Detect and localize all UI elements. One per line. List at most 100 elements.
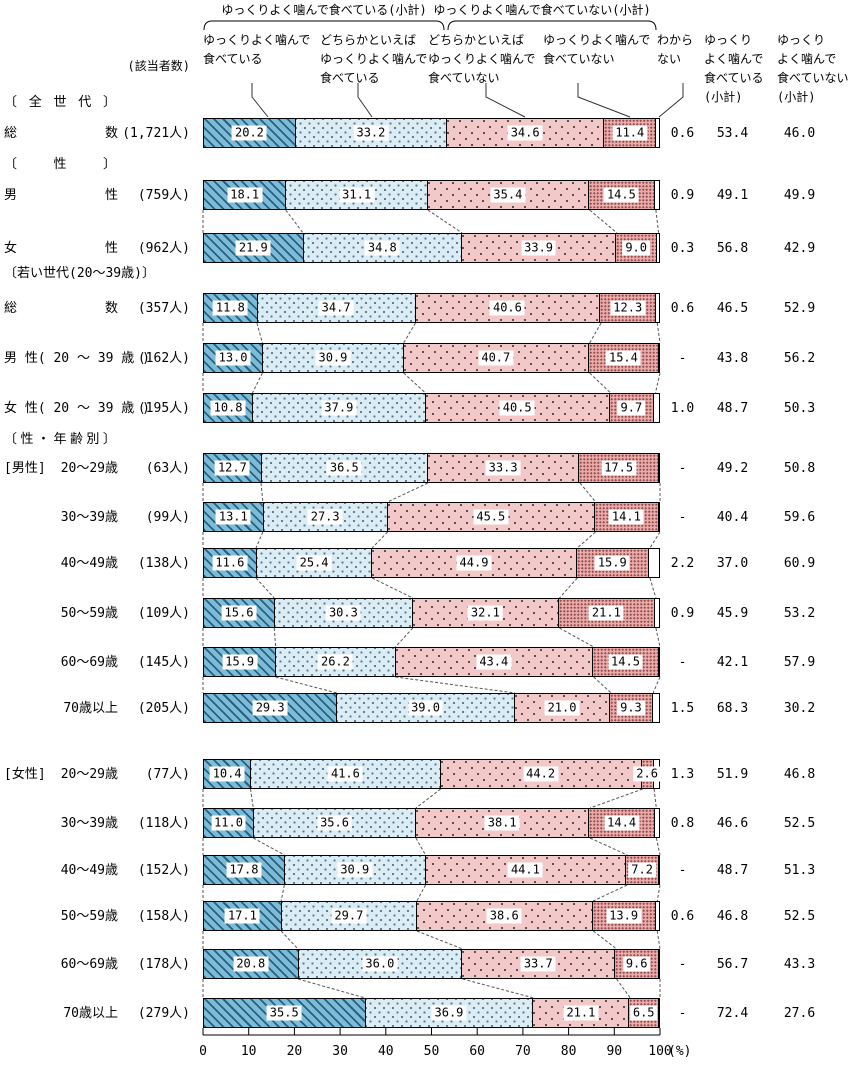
subtotal-eating-value: 46.5 <box>716 301 749 316</box>
dont-know-value: 0.6 <box>670 126 695 141</box>
value-label: 13.1 <box>215 509 251 525</box>
seg-dont-know <box>657 234 659 262</box>
seg-dont-know <box>654 809 659 837</box>
section-heading-char: 性 <box>20 432 34 447</box>
legend-seg-somewhat-eating-slowly: どちらかといえば ゆっくりよく噛んで 食べている <box>320 33 428 85</box>
connector-line <box>654 372 661 394</box>
connector-line <box>280 930 299 950</box>
value-label: 37.9 <box>321 400 357 416</box>
seg-somewhat-eating-slowly: 26.2 <box>276 648 396 676</box>
seg-somewhat-eating-slowly: 34.8 <box>303 234 462 262</box>
subtotal-not-eating-value: 52.9 <box>783 301 816 316</box>
seg-eating-slowly: 10.8 <box>204 394 254 422</box>
leader-seg2 <box>357 83 373 118</box>
connector-line <box>297 978 366 999</box>
value-label: 14.5 <box>603 187 639 203</box>
seg-eating-slowly: 15.9 <box>204 648 277 676</box>
value-label: 20.8 <box>233 956 269 972</box>
connector-line <box>285 209 304 234</box>
seg-not-eating-slowly: 2.6 <box>633 760 661 788</box>
value-label: 44.9 <box>456 555 492 571</box>
value-label: 9.3 <box>617 700 645 716</box>
bar-row: 20.8 36.0 33.7 9.6 <box>203 949 660 979</box>
seg-eating-slowly: 10.4 <box>204 760 252 788</box>
section-heading-char: 〔 <box>4 432 18 447</box>
x-axis-tick-label: 10 <box>240 1044 257 1059</box>
value-label: 35.5 <box>266 1005 302 1021</box>
value-label: 15.4 <box>605 350 641 366</box>
leader-seg1 <box>251 83 269 118</box>
seg-somewhat-not-eating-slowly: 35.4 <box>427 181 589 209</box>
row-label-char: 性 <box>104 241 118 256</box>
seg-eating-slowly: 29.3 <box>204 694 338 722</box>
x-axis-tick-label: 90 <box>606 1044 623 1059</box>
value-label: 21.1 <box>563 1005 599 1021</box>
connector-line <box>250 788 254 809</box>
bar-row: 35.5 36.9 21.1 6.5 <box>203 998 660 1028</box>
row-label: 50〜59歳 <box>60 909 118 924</box>
value-label: 9.0 <box>622 240 651 256</box>
seg-somewhat-eating-slowly: 37.9 <box>253 394 426 422</box>
value-label: 14.1 <box>608 509 644 525</box>
connector-line <box>652 676 661 694</box>
value-label: 35.4 <box>490 187 526 203</box>
seg-dont-know <box>648 549 659 577</box>
connector-line <box>253 837 285 856</box>
value-label: 21.0 <box>544 700 580 716</box>
row-label: 30〜39歳 <box>60 816 118 831</box>
dont-know-value: - <box>678 510 687 525</box>
section-heading-char: 性 <box>53 157 67 172</box>
subtotal-eating-value: 40.4 <box>716 510 749 525</box>
dont-know-value: 0.9 <box>670 606 695 621</box>
subtotal-eating-value: 51.9 <box>716 767 749 782</box>
x-axis-tick-label: 0 <box>199 1044 207 1059</box>
value-label: 11.6 <box>212 555 248 571</box>
legend-seg-not-eating-slowly: ゆっくりよく噛んで 食べていない <box>543 33 651 66</box>
x-axis-tick-label: 50 <box>423 1044 440 1059</box>
connector-line <box>589 788 643 809</box>
connector-line <box>579 482 596 503</box>
value-label: 13.9 <box>606 908 642 924</box>
subtotal-eating-value: 48.7 <box>716 863 749 878</box>
subtotal-not-eating-value: 59.6 <box>783 510 816 525</box>
row-count: (118人) <box>137 816 190 831</box>
x-axis-tick-label: 100 <box>648 1044 672 1059</box>
seg-not-eating-slowly: 11.4 <box>604 119 657 147</box>
value-label: 36.9 <box>431 1005 467 1021</box>
subtotal-not-eating-value: 57.9 <box>783 655 816 670</box>
connector-line <box>656 322 661 344</box>
value-label: 30.9 <box>315 350 351 366</box>
seg-not-eating-slowly: 14.5 <box>588 181 655 209</box>
subtotal-not-eating-value: 51.3 <box>783 863 816 878</box>
connector-line <box>653 788 657 809</box>
section-heading: 〔若い世代(20〜39歳)〕 <box>4 266 155 281</box>
connector-line <box>655 837 661 856</box>
value-label: 29.7 <box>331 908 367 924</box>
value-label: 11.0 <box>211 815 246 831</box>
value-label: 44.2 <box>523 766 559 782</box>
bar-row: 11.6 25.4 44.9 15.9 <box>203 548 660 578</box>
value-label: 21.1 <box>588 605 624 621</box>
value-label: 31.1 <box>339 187 375 203</box>
row-label: 40〜49歳 <box>60 863 118 878</box>
seg-somewhat-not-eating-slowly: 40.6 <box>415 294 601 322</box>
dont-know-value: - <box>678 655 687 670</box>
connector-line <box>655 209 660 234</box>
row-count: (158人) <box>137 909 190 924</box>
brace-label-eating-subtotal: ゆっくりよく噛んで食べている(小計) <box>221 3 427 17</box>
bar-row: 13.0 30.9 40.7 15.4 <box>203 343 660 373</box>
subtotal-eating-value: 42.1 <box>716 655 749 670</box>
bar-row: 15.6 30.3 32.1 21.1 <box>203 598 660 628</box>
seg-somewhat-eating-slowly: 30.9 <box>284 856 426 884</box>
subtotal-not-eating-value: 30.2 <box>783 701 816 716</box>
dont-know-value: - <box>678 863 687 878</box>
seg-not-eating-slowly: 9.0 <box>616 234 658 262</box>
connector-line <box>255 531 264 549</box>
dont-know-value: 1.3 <box>670 767 695 782</box>
section-heading-char: 〕 <box>102 432 116 447</box>
section-heading-char: 〔 <box>4 95 18 110</box>
seg-dont-know <box>654 599 659 627</box>
seg-somewhat-eating-slowly: 29.7 <box>281 902 417 930</box>
x-axis-tick-label: 40 <box>377 1044 394 1059</box>
